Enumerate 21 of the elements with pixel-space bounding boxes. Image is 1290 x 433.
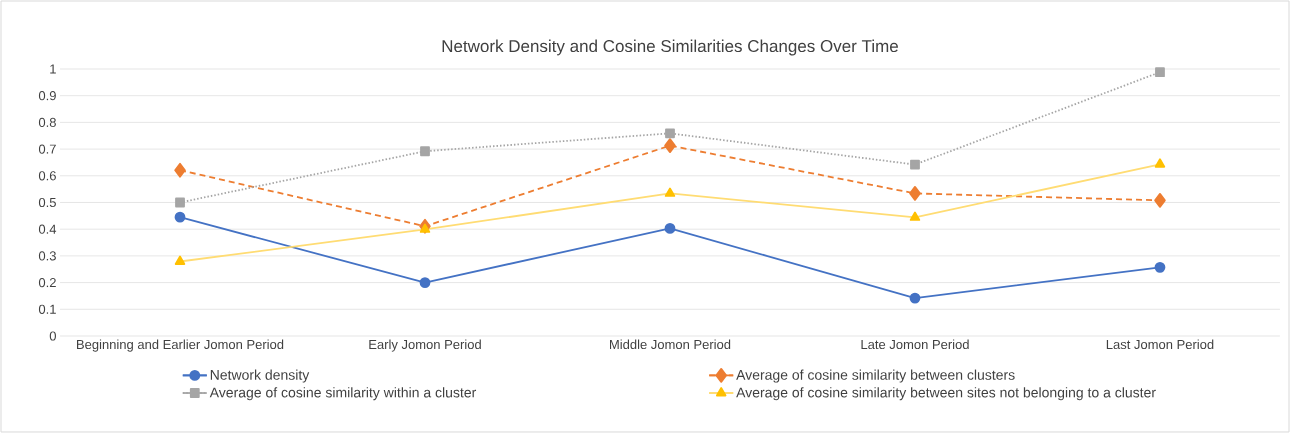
x-tick-label: Early Jomon Period [369, 339, 481, 352]
y-tick-label: 0 [49, 331, 56, 341]
y-tick-label: 0.5 [38, 197, 56, 208]
legend-label: Average of cosine similarity between sites not belonging to a cluster [736, 387, 1156, 401]
y-tick-label: 0.1 [38, 304, 56, 314]
x-tick-label: Middle Jomon Period [610, 339, 731, 350]
y-tick-label: 0.4 [38, 224, 57, 234]
legend-label: Network density [210, 369, 310, 383]
y-tick-label: 0.8 [38, 117, 56, 127]
x-tick-label: Late Jomon Period [861, 339, 969, 350]
y-tick-label: 0.7 [38, 144, 56, 154]
y-tick-label: 1 [50, 64, 56, 74]
x-tick-label: Beginning and Earlier Jomon Period [77, 339, 284, 352]
legend-label: Average of cosine similarity within a cluster [209, 387, 477, 401]
y-tick-label: 0.3 [38, 251, 56, 261]
x-tick-label: Last Jomon Period [1106, 339, 1214, 350]
y-tick-label: 0.2 [38, 277, 56, 288]
y-tick-label: 0.9 [38, 91, 56, 101]
chart-title: Network Density and Cosine Similarities Changes Over Time [442, 39, 898, 56]
legend-label: Average of cosine similarity between clusters [736, 369, 1015, 383]
y-tick-label: 0.6 [38, 171, 56, 181]
